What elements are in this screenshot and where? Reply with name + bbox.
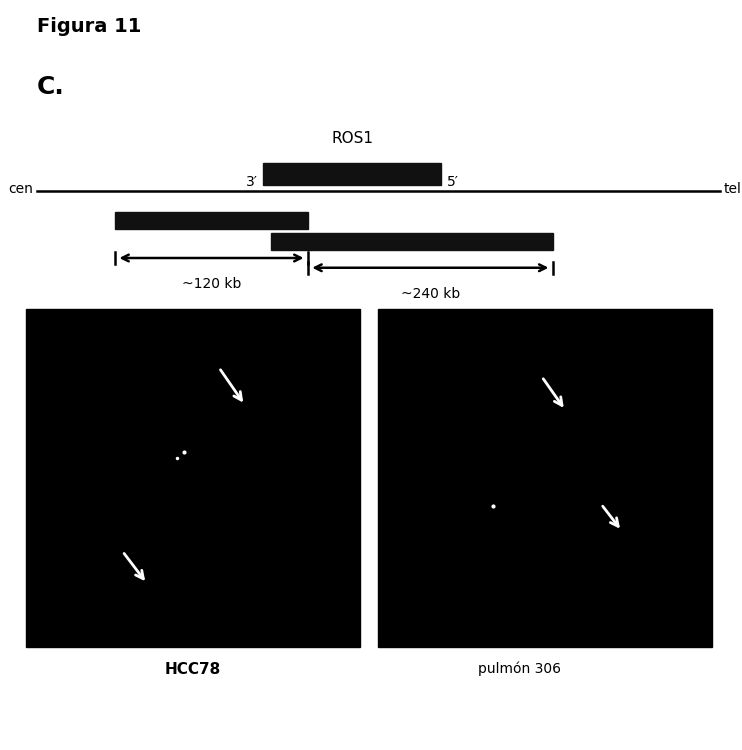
Text: ROS1: ROS1 [332, 131, 373, 146]
Bar [115, 212, 308, 229]
Text: tel: tel [723, 182, 741, 196]
Text: C.: C. [37, 75, 65, 99]
Text: ~120 kb: ~120 kb [182, 278, 241, 292]
Bar [378, 309, 712, 646]
Text: cen: cen [8, 182, 33, 196]
Text: 5′: 5′ [447, 175, 459, 188]
Bar [26, 309, 360, 646]
Text: ~240 kb: ~240 kb [401, 287, 460, 302]
Text: Figura 11: Figura 11 [37, 16, 142, 35]
Bar [263, 163, 441, 185]
Text: HCC78: HCC78 [165, 662, 221, 676]
Bar [271, 233, 553, 250]
Text: pulmón 306: pulmón 306 [478, 662, 561, 676]
Text: 3′: 3′ [246, 175, 258, 188]
